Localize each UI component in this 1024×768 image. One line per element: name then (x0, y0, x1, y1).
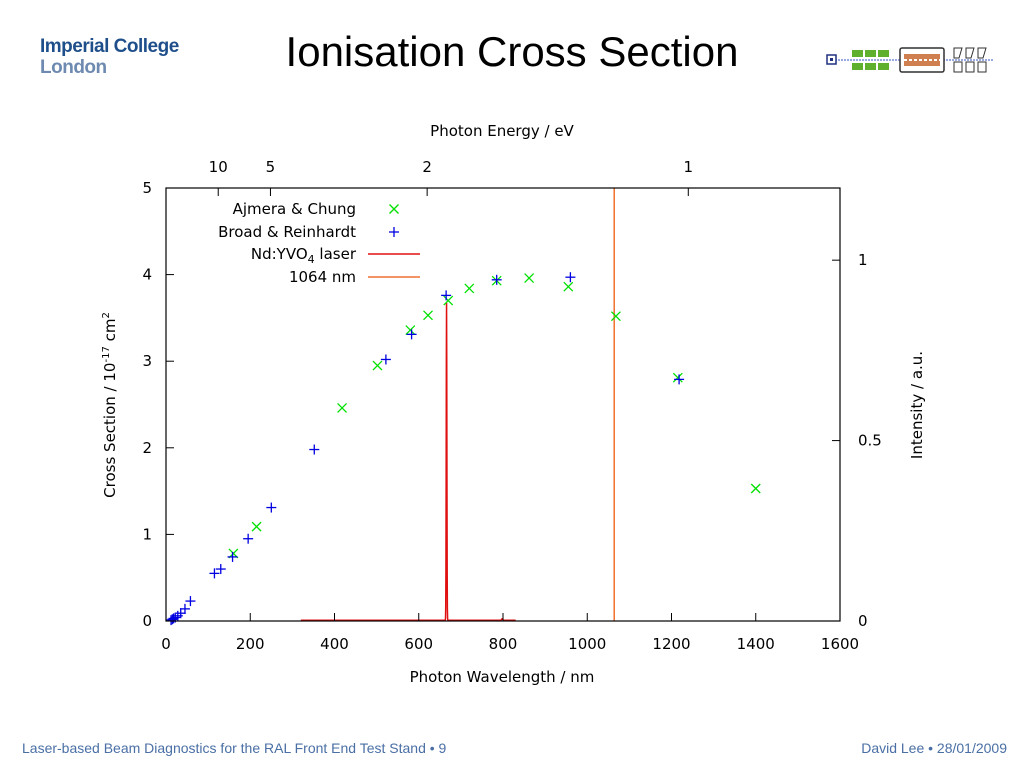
beamline-diagram-icon (826, 47, 994, 73)
point-broad-reinhardt (175, 608, 186, 619)
point-ajmera-chung (405, 325, 416, 335)
footer-left: Laser-based Beam Diagnostics for the RAL… (22, 740, 447, 756)
ylabel-part-a: Cross Section / 10 (101, 363, 119, 498)
x-tick-label: 400 (320, 635, 349, 653)
legend-label-ndyvo4: Nd:YVO4 laser (251, 245, 357, 266)
ylabel-part-b: -17 (101, 346, 112, 362)
axes-layer: 0 200 400 600 800 1000 1200 1400 1600 0 1 2 3 4 5 0 0.5 1… (142, 158, 881, 653)
x2-tick-label: 2 (422, 158, 432, 176)
point-broad-reinhardt (215, 564, 226, 575)
point-broad-reinhardt (309, 444, 320, 455)
legend-nd-sub: 4 (308, 253, 315, 266)
point-broad-reinhardt (243, 533, 254, 544)
point-broad-reinhardt (380, 354, 391, 365)
y-tick-label: 3 (142, 352, 152, 370)
x2-tick-label: 1 (684, 158, 694, 176)
cross-section-chart: 0 200 400 600 800 1000 1200 1400 1600 0 1 2 3 4 5 0 0.5 1… (101, 122, 926, 686)
legend-label-ajmera: Ajmera & Chung (233, 200, 356, 218)
x-tick-label: 1200 (652, 635, 690, 653)
x2-tick-label: 5 (266, 158, 276, 176)
point-broad-reinhardt (166, 615, 177, 626)
point-ajmera-chung (443, 295, 454, 306)
point-broad-reinhardt (441, 290, 452, 301)
point-ajmera-chung (464, 283, 475, 294)
x-tick-label: 600 (404, 635, 433, 653)
point-broad-reinhardt (227, 551, 238, 562)
bottom-axis-label: Photon Wavelength / nm (410, 668, 595, 686)
legend-marker-ajmera (389, 204, 399, 214)
footer-right: David Lee • 28/01/2009 (861, 740, 1007, 756)
y2-tick-label: 1 (858, 251, 868, 269)
point-broad-reinhardt (209, 568, 220, 579)
top-axis-label: Photon Energy / eV (430, 122, 574, 140)
y-tick-label: 4 (142, 266, 152, 284)
laser-spectrum-line (300, 302, 516, 622)
legend-label-broad: Broad & Reinhardt (218, 223, 356, 241)
point-broad-reinhardt (185, 596, 196, 607)
legend-marker-broad (389, 227, 399, 237)
x-tick-label: 800 (489, 635, 518, 653)
x-tick-label: 1400 (737, 635, 775, 653)
y-tick-label: 0 (142, 612, 152, 630)
y-tick-label: 1 (142, 525, 152, 543)
x-tick-label: 1600 (821, 635, 859, 653)
point-ajmera-chung (337, 403, 348, 413)
x-tick-label: 0 (161, 635, 171, 653)
y2-tick-label: 0 (858, 612, 868, 630)
ylabel-part-c: cm (101, 319, 119, 347)
point-broad-reinhardt (674, 374, 685, 385)
point-ajmera-chung (672, 372, 683, 383)
point-ajmera-chung (524, 273, 535, 284)
point-ajmera-chung (372, 360, 383, 371)
left-axis-label: Cross Section / 10-17 cm2 (101, 312, 119, 498)
legend: Ajmera & Chung Broad & Reinhardt Nd:YVO4… (218, 200, 420, 286)
data-points-layer (166, 272, 761, 626)
laser-spectrum-layer (300, 188, 615, 622)
point-ajmera-chung (423, 310, 433, 321)
point-ajmera-chung (750, 483, 761, 494)
logo-line-1: Imperial College (40, 36, 179, 57)
point-ajmera-chung (563, 281, 574, 292)
y2-tick-label: 0.5 (858, 432, 882, 450)
x-tick-label: 1000 (568, 635, 606, 653)
logo-line-2: London (40, 57, 107, 78)
legend-nd-main: Nd:YVO (251, 245, 308, 263)
point-broad-reinhardt (179, 603, 190, 614)
imperial-college-logo: Imperial College London (40, 36, 179, 78)
point-ajmera-chung (251, 521, 262, 532)
ylabel-part-d: 2 (101, 312, 112, 318)
legend-markers (368, 204, 420, 278)
x-tick-label: 200 (236, 635, 265, 653)
point-broad-reinhardt (565, 272, 576, 283)
y-tick-label: 5 (142, 179, 152, 197)
x2-tick-label: 10 (209, 158, 228, 176)
legend-label-1064: 1064 nm (289, 268, 356, 286)
point-broad-reinhardt (168, 613, 179, 624)
point-broad-reinhardt (406, 329, 417, 340)
slide-title: Ionisation Cross Section (285, 28, 739, 75)
point-broad-reinhardt (491, 274, 502, 285)
point-broad-reinhardt (266, 502, 277, 513)
right-axis-label: Intensity / a.u. (908, 351, 926, 459)
point-ajmera-chung (610, 311, 621, 322)
y-tick-label: 2 (142, 439, 152, 457)
legend-nd-tail: laser (315, 245, 357, 263)
